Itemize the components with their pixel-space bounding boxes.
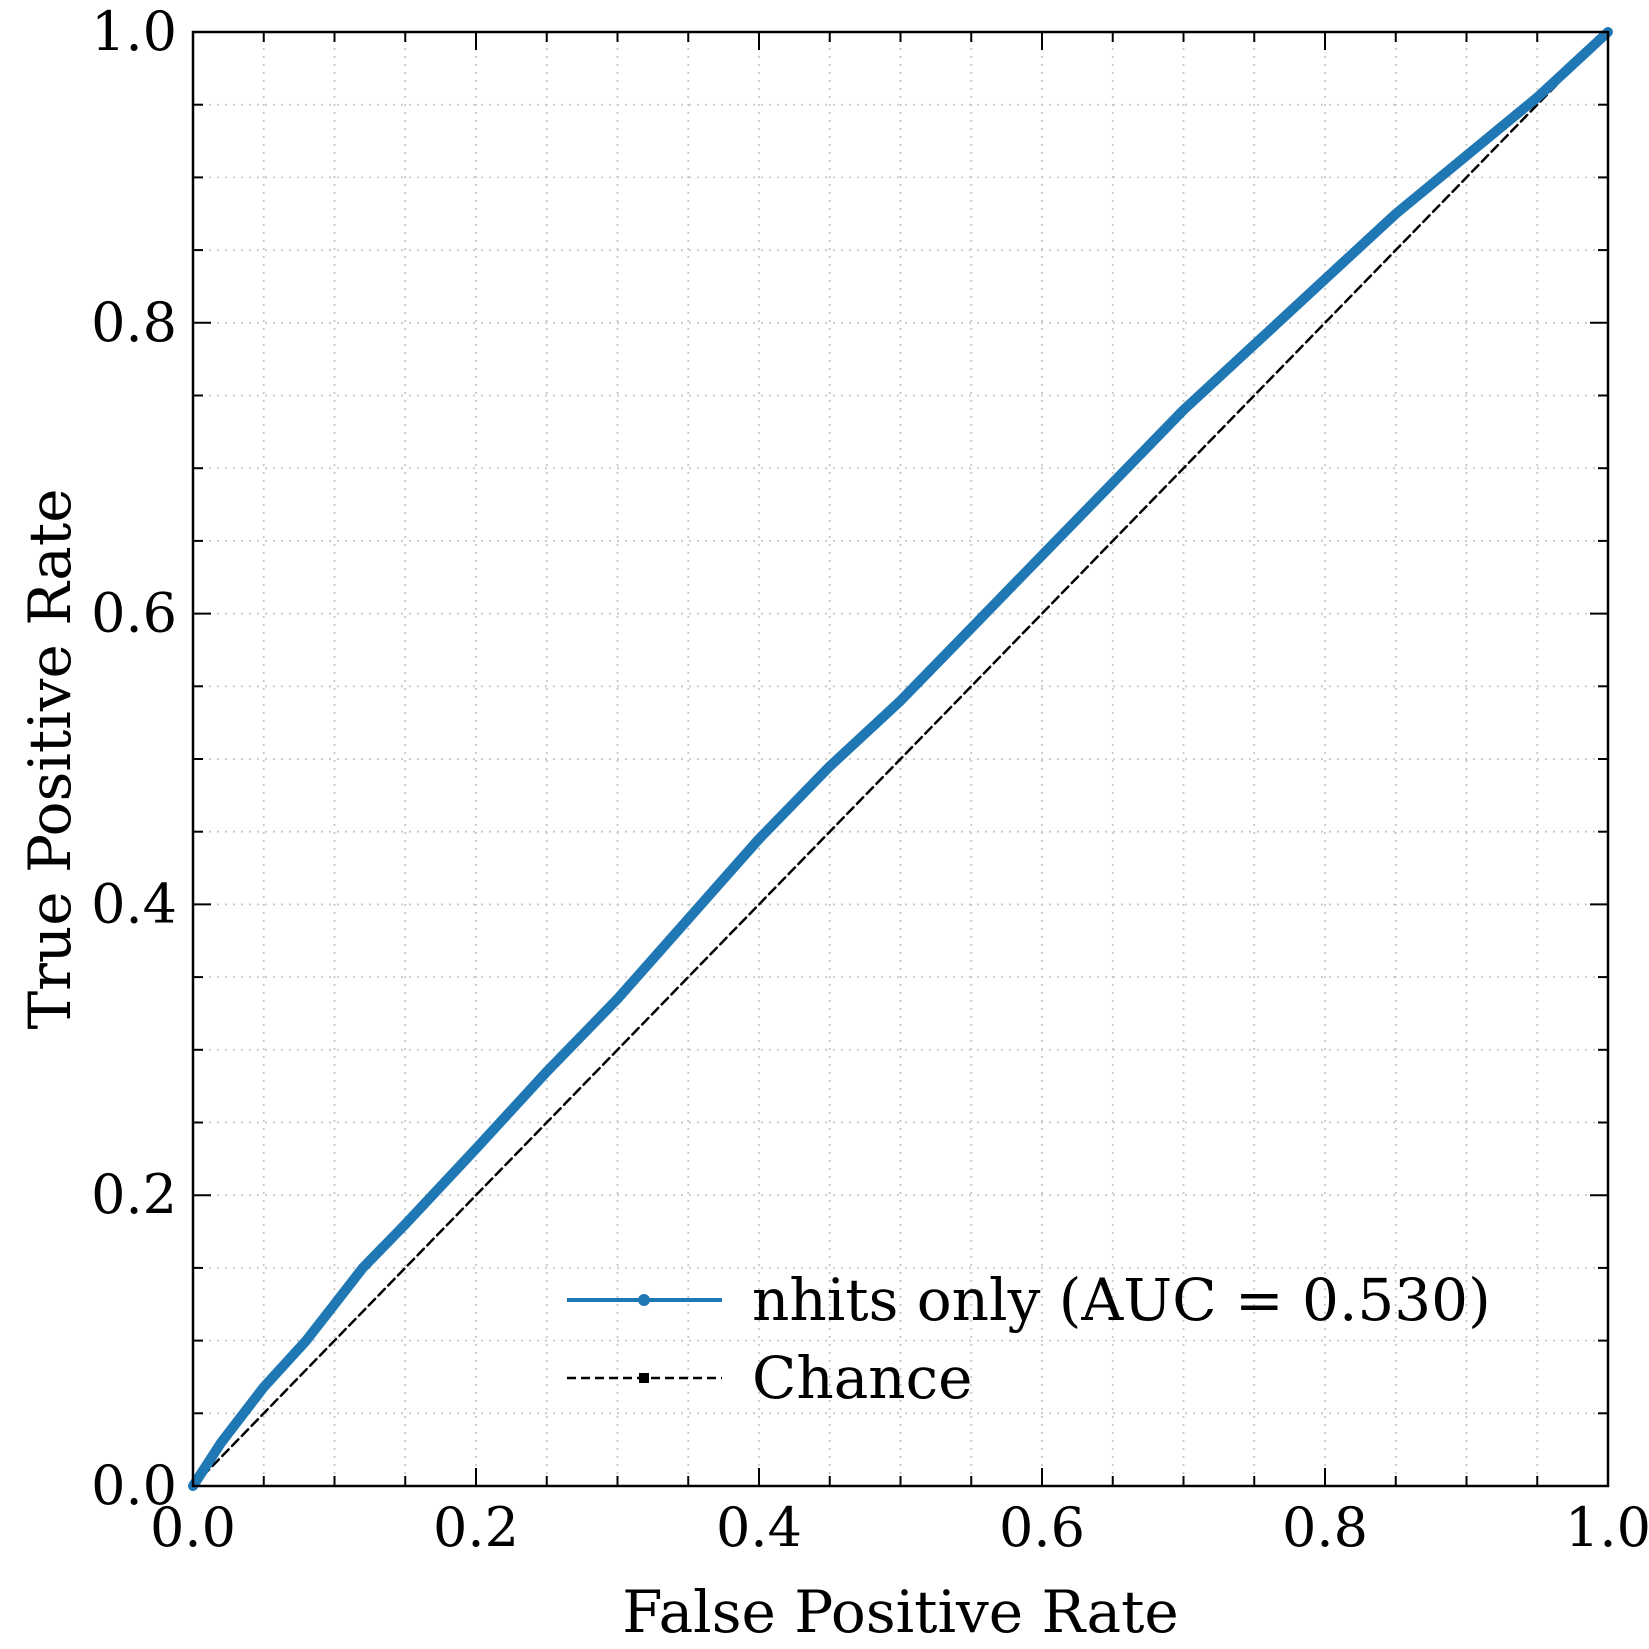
y-axis-label: True Positive Rate	[16, 488, 84, 1029]
x-tick-label: 0.4	[716, 1496, 802, 1559]
y-tick-labels: 0.0 0.2 0.4 0.6 0.8 1.0	[91, 0, 177, 1517]
x-axis-label: False Positive Rate	[622, 1578, 1178, 1646]
x-tick-label: 0.8	[1282, 1496, 1368, 1559]
x-tick-label: 0.0	[150, 1496, 236, 1559]
x-tick-label: 0.2	[433, 1496, 519, 1559]
y-tick-label: 1.0	[91, 0, 177, 63]
legend: nhits only (AUC = 0.530) Chance	[567, 1266, 1491, 1412]
plot-frame	[191, 30, 1610, 1488]
plot-series	[188, 27, 1613, 1491]
legend-marker-nhits	[638, 1294, 650, 1306]
series-line-chance	[191, 30, 1610, 1488]
y-tick-label: 0.2	[91, 1163, 177, 1226]
series-line-nhits	[188, 27, 1613, 1491]
legend-marker-chance	[639, 1373, 649, 1383]
legend-label-nhits: nhits only (AUC = 0.530)	[752, 1266, 1491, 1334]
y-tick-label: 0.0	[91, 1454, 177, 1517]
legend-label-chance: Chance	[752, 1344, 972, 1412]
y-tick-label: 0.8	[91, 291, 177, 354]
y-tick-label: 0.6	[91, 582, 177, 645]
y-tick-label: 0.4	[91, 872, 177, 935]
x-tick-label: 0.6	[999, 1496, 1085, 1559]
x-tick-labels: 0.0 0.2 0.4 0.6 0.8 1.0	[150, 1496, 1649, 1559]
x-tick-label: 1.0	[1565, 1496, 1649, 1559]
